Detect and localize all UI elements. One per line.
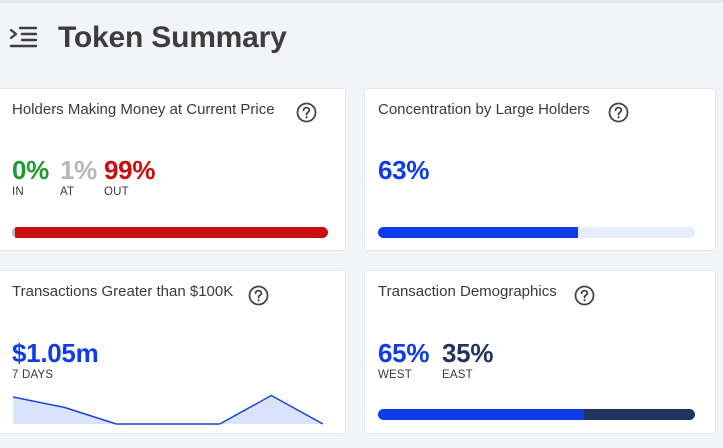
concentration-card-title: Concentration by Large Holders	[378, 101, 590, 118]
transactions-period: 7 DAYS	[12, 369, 54, 381]
transactions-value: $1.05m	[12, 338, 99, 368]
page-header: Token Summary	[0, 18, 723, 62]
holders-progress-bar	[12, 227, 328, 238]
help-icon[interactable]	[248, 285, 269, 306]
transactions-trend-chart	[13, 394, 323, 425]
page-title: Token Summary	[58, 21, 287, 54]
east-label: EAST	[442, 369, 473, 381]
demographics-progress-bar	[378, 409, 695, 420]
holders-card-title: Holders Making Money at Current Price	[12, 101, 275, 118]
east-value: 35%	[442, 338, 494, 368]
stat-in: 0% IN	[12, 155, 49, 198]
demographics-bar-west	[378, 409, 585, 420]
concentration-progress-bar	[378, 227, 695, 238]
stat-at-label: AT	[60, 186, 75, 198]
trend-line	[13, 394, 323, 425]
stat-transactions: $1.05m 7 DAYS	[12, 338, 99, 381]
stat-east: 35% EAST	[442, 338, 493, 381]
concentration-card: Concentration by Large Holders 63%	[364, 88, 716, 251]
help-icon[interactable]	[574, 285, 595, 306]
concentration-bar-fill	[378, 227, 578, 238]
help-icon[interactable]	[296, 102, 317, 123]
stat-west: 65% WEST	[378, 338, 429, 381]
demographics-card: Transaction Demographics 65% WEST 35% EA…	[364, 270, 716, 434]
menu-collapse-icon[interactable]	[8, 24, 38, 50]
transactions-card: Transactions Greater than $100K $1.05m 7…	[0, 270, 346, 434]
help-icon[interactable]	[608, 102, 629, 123]
holders-bar-out	[15, 227, 328, 238]
demographics-card-title: Transaction Demographics	[378, 283, 557, 300]
stat-out-label: OUT	[104, 186, 129, 198]
stat-in-value: 0%	[12, 155, 49, 185]
stat-in-label: IN	[12, 186, 24, 198]
west-label: WEST	[378, 369, 413, 381]
stat-at-value: 1%	[60, 155, 97, 185]
stat-concentration: 63%	[378, 155, 429, 185]
top-border	[0, 0, 723, 3]
holders-bar-at	[12, 227, 16, 238]
holders-card: Holders Making Money at Current Price 0%…	[0, 88, 346, 251]
trend-area	[13, 395, 323, 424]
west-value: 65%	[378, 338, 430, 368]
concentration-value: 63%	[378, 155, 430, 185]
stat-out: 99% OUT	[104, 155, 155, 198]
demographics-bar-east	[584, 409, 695, 420]
transactions-card-title: Transactions Greater than $100K	[12, 283, 234, 300]
stat-at: 1% AT	[60, 155, 97, 198]
stat-out-value: 99%	[104, 155, 156, 185]
